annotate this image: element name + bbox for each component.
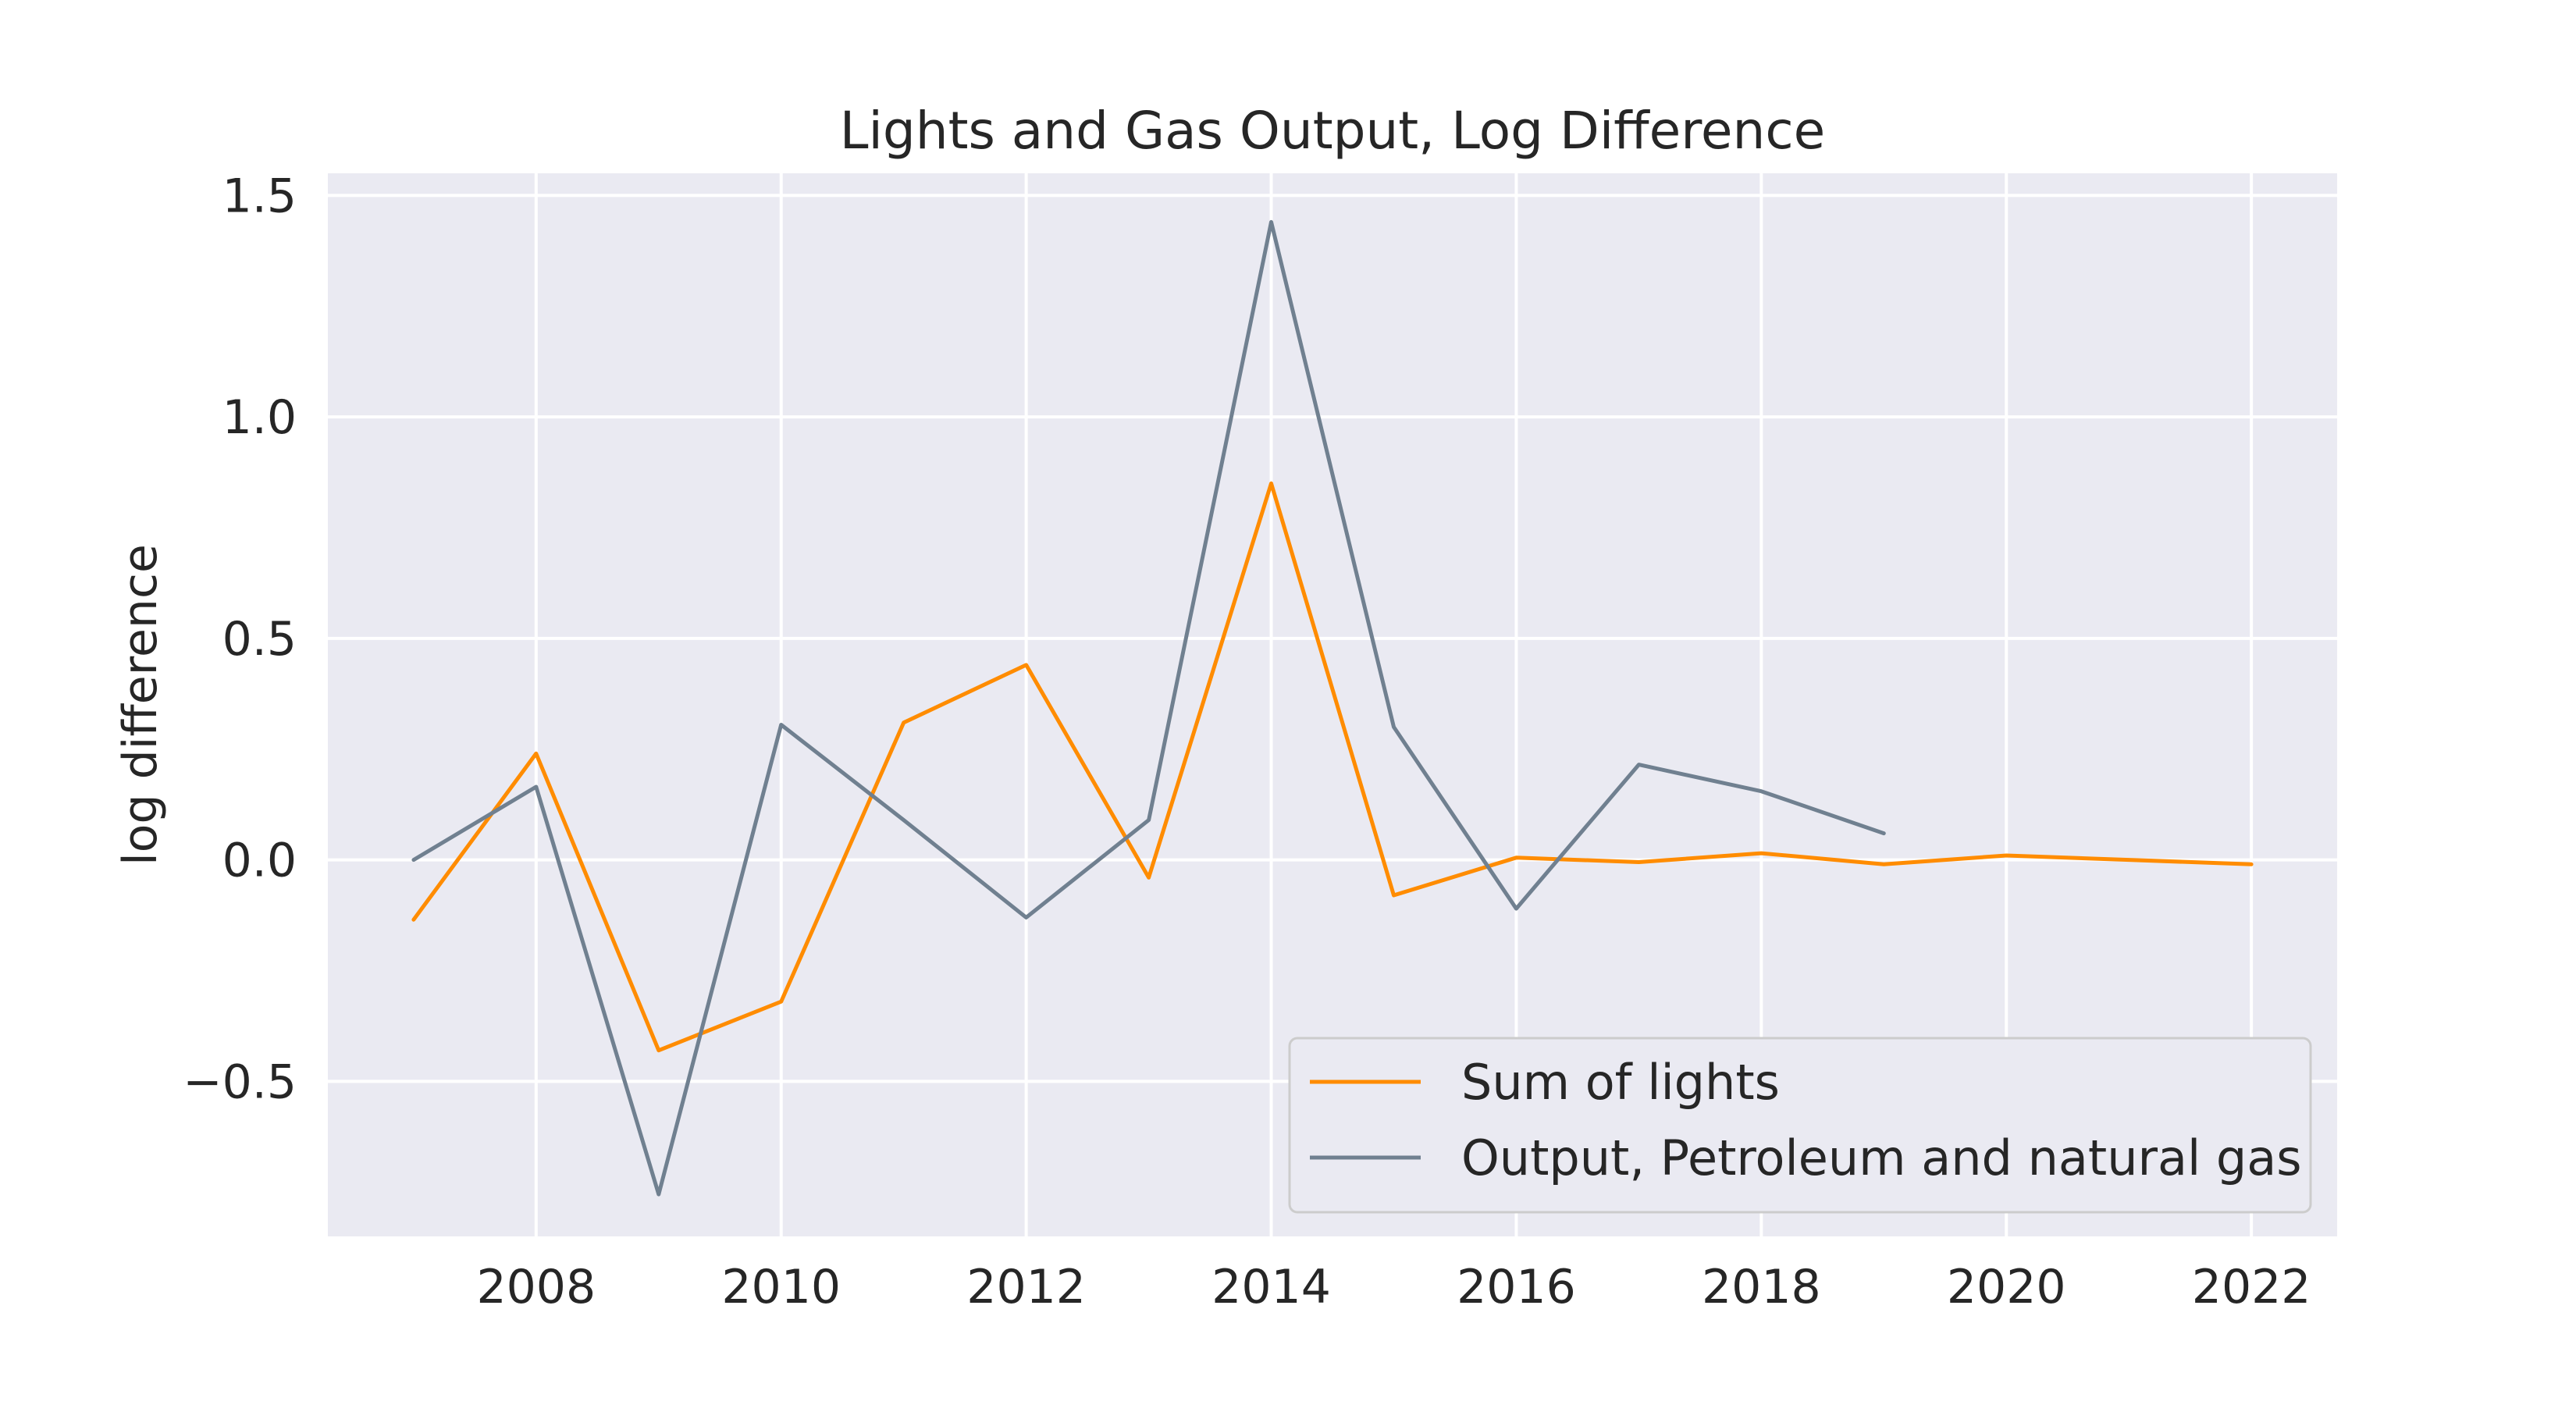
x-tick-label: 2008 [476, 1260, 596, 1314]
series-line-1 [411, 219, 1886, 1197]
y-tick-label: 1.0 [222, 390, 297, 445]
x-tick-label: 2012 [966, 1260, 1086, 1314]
x-tick-labels: 2008 2010 2012 2014 2016 2018 2020 2022 [476, 1260, 2311, 1314]
series-lines [411, 219, 2254, 1197]
x-tick-label: 2010 [721, 1260, 841, 1314]
legend: Sum of lights Output, Petroleum and natu… [1288, 1037, 2312, 1214]
legend-label-sum-of-lights: Sum of lights [1461, 1054, 1780, 1111]
legend-box [1288, 1037, 2312, 1214]
y-tick-label: 1.5 [222, 169, 297, 223]
x-tick-label: 2022 [2192, 1260, 2311, 1314]
legend-label-output-petroleum: Output, Petroleum and natural gas [1461, 1129, 2302, 1186]
x-tick-label: 2018 [1702, 1260, 1821, 1314]
y-tick-labels: −0.5 0.0 0.5 1.0 1.5 [183, 169, 297, 1109]
y-axis-label: log difference [113, 544, 168, 866]
x-tick-label: 2014 [1212, 1260, 1331, 1314]
series-line-0 [411, 481, 2254, 1053]
x-tick-label: 2016 [1457, 1260, 1576, 1314]
y-tick-label: 0.5 [222, 612, 297, 667]
chart-title: Lights and Gas Output, Log Difference [840, 101, 1826, 161]
y-tick-label: 0.0 [222, 834, 297, 888]
y-tick-label: −0.5 [183, 1055, 297, 1109]
x-tick-label: 2020 [1947, 1260, 2066, 1314]
